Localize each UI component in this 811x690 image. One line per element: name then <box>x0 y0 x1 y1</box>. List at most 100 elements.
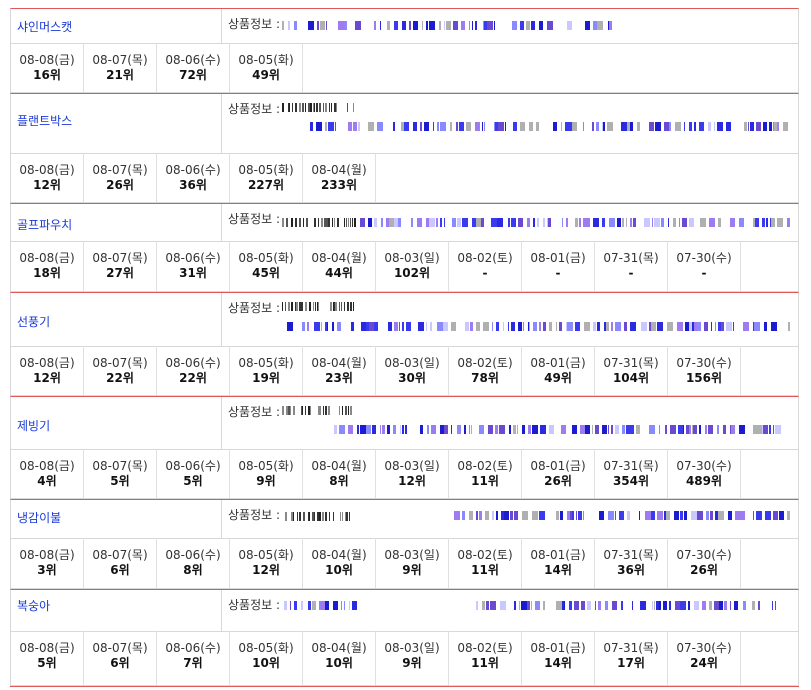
product-thumbnail-strip[interactable] <box>360 218 790 227</box>
rank-value: 22위 <box>106 371 134 385</box>
rank-value: 8위 <box>183 563 203 577</box>
rank-value: 31위 <box>179 266 207 280</box>
rank-cell: 08-07(목) 27위 <box>84 241 157 291</box>
product-thumbnail-strip[interactable] <box>282 21 612 30</box>
rank-date: 08-05(화) <box>238 53 294 67</box>
rank-date: 08-07(목) <box>92 163 148 177</box>
rank-cell: 08-03(일) 9위 <box>376 538 449 588</box>
rank-date: 07-31(목) <box>603 641 659 655</box>
rank-value: 21위 <box>106 68 134 82</box>
rank-cell: 08-05(화) 10위 <box>230 631 303 685</box>
keyword-cell: 골프파우치 <box>11 204 222 241</box>
rank-value: 23위 <box>325 371 353 385</box>
rank-date: 08-05(화) <box>238 459 294 473</box>
keyword-link[interactable]: 골프파우치 <box>17 218 73 232</box>
product-thumbnail-strip[interactable] <box>282 406 354 415</box>
rank-date: 07-30(수) <box>676 251 732 265</box>
rank-date: 08-08(금) <box>19 548 75 562</box>
rank-cell: 08-06(수) 8위 <box>157 538 230 588</box>
rank-cell: 08-05(화) 12위 <box>230 538 303 588</box>
product-info-label: 상품정보 : <box>228 17 281 31</box>
rank-cell: 08-02(토) 11위 <box>449 631 522 685</box>
rank-cell: 08-07(목) 21위 <box>84 43 157 92</box>
rank-value: 9위 <box>402 656 422 670</box>
rank-cell: 08-04(월) 10위 <box>303 538 376 588</box>
keyword-cell: 선풍기 <box>11 293 222 346</box>
rank-cell: 08-06(수) 7위 <box>157 631 230 685</box>
rank-date: 08-05(화) <box>238 163 294 177</box>
keyword-item-header: 골프파우치 상품정보 : <box>11 204 798 242</box>
keyword-cell: 제빙기 <box>11 397 222 449</box>
rank-date: 08-07(목) <box>92 548 148 562</box>
product-info-label: 상품정보 : <box>228 598 281 612</box>
rank-date: 08-08(금) <box>19 163 75 177</box>
rank-date: 08-04(월) <box>311 548 367 562</box>
keyword-link[interactable]: 제빙기 <box>17 419 51 433</box>
rank-history: 08-08(금) 4위 08-07(목) 5위 08-06(수) 5위 08-05(화) 9위… <box>11 449 798 498</box>
rank-cell: 08-06(수) 5위 <box>157 449 230 498</box>
rank-date: 08-07(목) <box>92 251 148 265</box>
rank-date: 08-02(토) <box>457 251 513 265</box>
product-thumbnail-strip[interactable] <box>282 103 354 112</box>
product-thumbnail-strip[interactable] <box>334 425 790 434</box>
rank-cell: 08-07(목) 26위 <box>84 153 157 202</box>
rank-value: - <box>628 266 634 280</box>
rank-value: 102위 <box>393 266 431 280</box>
list-bottom-border <box>10 686 799 687</box>
product-thumbnail-strip[interactable] <box>282 218 356 227</box>
rank-cell: 08-01(금) - <box>522 241 595 291</box>
rank-cell: 08-07(목) 6위 <box>84 538 157 588</box>
rank-date: 08-03(일) <box>384 251 440 265</box>
rank-date: 08-08(금) <box>19 251 75 265</box>
rank-value: 36위 <box>617 563 645 577</box>
rank-date: 08-04(월) <box>311 641 367 655</box>
rank-value: 156위 <box>685 371 723 385</box>
keyword-item-header: 선풍기 상품정보 : <box>11 293 798 347</box>
rank-date: 08-06(수) <box>165 641 221 655</box>
keyword-item: 골프파우치 상품정보 :08-08(금) 18위 08-07(목) 27위 08-06(수… <box>10 203 799 292</box>
product-thumbnail-strip[interactable] <box>284 322 790 331</box>
rank-value: 19위 <box>252 371 280 385</box>
keyword-link[interactable]: 복숭아 <box>17 599 51 613</box>
rank-value: 18위 <box>33 266 61 280</box>
product-info: 상품정보 : <box>222 500 798 538</box>
rank-date: 07-30(수) <box>676 459 732 473</box>
product-thumbnail-strip[interactable] <box>284 601 358 610</box>
keyword-link[interactable]: 선풍기 <box>17 315 51 329</box>
rank-date: 08-07(목) <box>92 53 148 67</box>
rank-date: 08-08(금) <box>19 459 75 473</box>
rank-date: 08-05(화) <box>238 641 294 655</box>
rank-cell: 07-30(수) 24위 <box>668 631 741 685</box>
rank-date: 08-03(일) <box>384 548 440 562</box>
rank-date: 08-08(금) <box>19 53 75 67</box>
rank-value: 227위 <box>247 178 285 192</box>
rank-date: 08-06(수) <box>165 459 221 473</box>
keyword-link[interactable]: 냉감이불 <box>17 511 62 525</box>
keyword-item-header: 플랜트박스 상품정보 : <box>11 94 798 154</box>
product-thumbnail-strip[interactable] <box>282 512 352 521</box>
rank-cell: 07-31(목) 104위 <box>595 346 668 395</box>
product-thumbnail-strip[interactable] <box>310 122 788 131</box>
rank-date: 07-30(수) <box>676 548 732 562</box>
rank-cell: 08-02(토) 11위 <box>449 538 522 588</box>
product-thumbnail-strip[interactable] <box>476 601 790 610</box>
rank-cell: 08-04(월) 10위 <box>303 631 376 685</box>
rank-value: 10위 <box>325 656 353 670</box>
rank-history: 08-08(금) 18위 08-07(목) 27위 08-06(수) 31위 08-05(화… <box>11 241 798 291</box>
product-thumbnail-strip[interactable] <box>282 302 354 311</box>
rank-value: 11위 <box>471 474 499 488</box>
keyword-link[interactable]: 플랜트박스 <box>17 114 73 128</box>
rank-cell: 08-03(일) 30위 <box>376 346 449 395</box>
rank-date: 08-06(수) <box>165 548 221 562</box>
keyword-item: 샤인머스캣 상품정보 :08-08(금) 16위 08-07(목) 21위 08-06(수… <box>10 8 799 93</box>
product-thumbnail-strip[interactable] <box>454 511 790 520</box>
rank-value: 5위 <box>37 656 57 670</box>
rank-date: 08-06(수) <box>165 53 221 67</box>
rank-cell: 08-04(월) 233위 <box>303 153 376 202</box>
keyword-link[interactable]: 샤인머스캣 <box>17 20 73 34</box>
rank-cell: 07-31(목) - <box>595 241 668 291</box>
rank-value: 72위 <box>179 68 207 82</box>
rank-value: 7위 <box>183 656 203 670</box>
rank-date: 07-31(목) <box>603 251 659 265</box>
product-info-label: 상품정보 : <box>228 405 281 419</box>
